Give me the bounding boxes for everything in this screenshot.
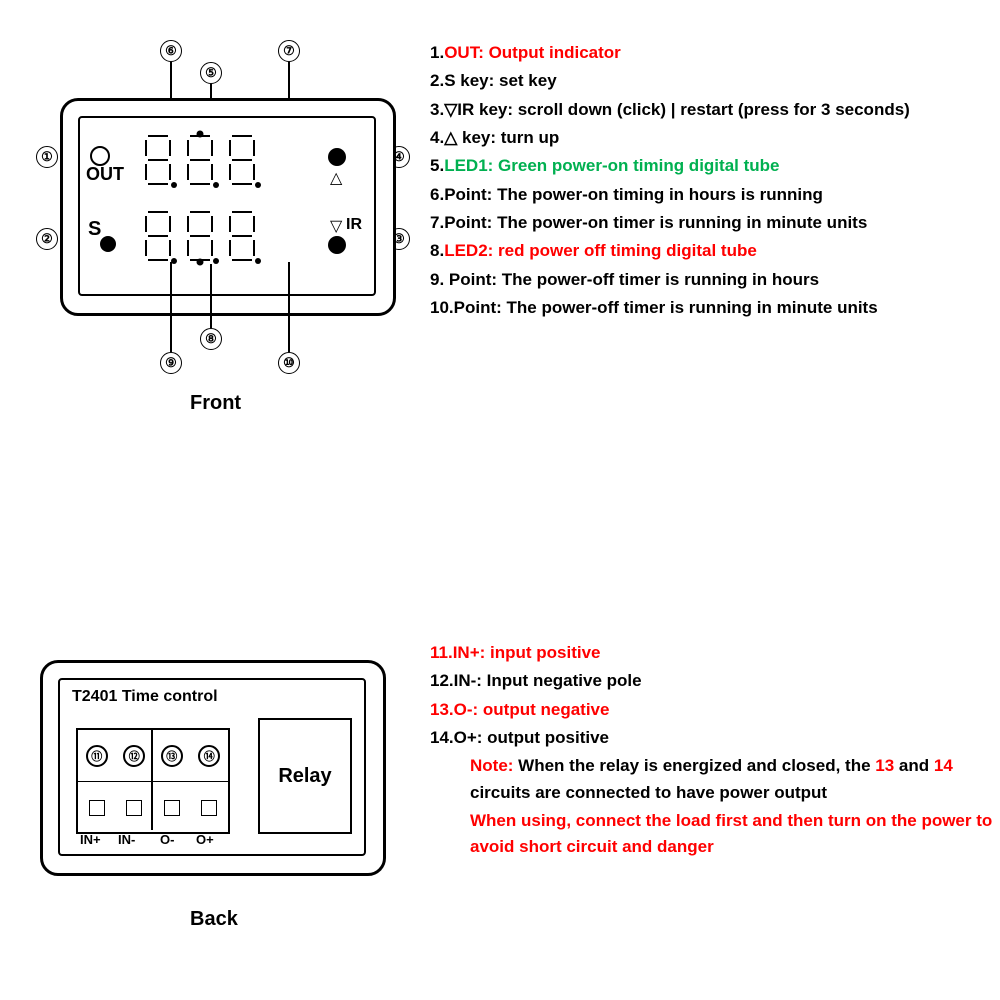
back-caption: Back <box>190 908 238 931</box>
callout-6: ⑥ <box>160 40 182 62</box>
terminal-11: ⑪ <box>86 745 108 767</box>
term-label-in-plus: IN+ <box>80 832 101 847</box>
back-diagram: T2401 Time control ⑪ ⑫ ⑬ ⑭ IN+ IN- O- O+… <box>0 640 420 960</box>
back-title: T2401 Time control <box>72 688 218 706</box>
back-legend: 11.IN+: input positive 12.IN-: Input neg… <box>420 640 1000 960</box>
term-label-o-minus: O- <box>160 832 174 847</box>
out-label: OUT <box>86 164 124 185</box>
callout-7: ⑦ <box>278 40 300 62</box>
term-label-in-minus: IN- <box>118 832 135 847</box>
out-indicator <box>90 146 110 166</box>
callout-8: ⑧ <box>200 328 222 350</box>
s-label: S <box>88 218 101 241</box>
terminal-block: ⑪ ⑫ ⑬ ⑭ <box>76 728 230 834</box>
ir-label: IR <box>346 216 362 234</box>
callout-2: ② <box>36 228 58 250</box>
down-icon: ▽ <box>330 216 342 236</box>
callout-5: ⑤ <box>200 62 222 84</box>
callout-10: ⑩ <box>278 352 300 374</box>
led1-display <box>138 130 262 188</box>
callout-9: ⑨ <box>160 352 182 374</box>
terminal-14: ⑭ <box>198 745 220 767</box>
terminal-12: ⑫ <box>123 745 145 767</box>
callout-1: ① <box>36 146 58 168</box>
term-label-o-plus: O+ <box>196 832 214 847</box>
front-caption: Front <box>190 392 241 415</box>
front-diagram: ⑥ ⑤ ⑦ ① ② ④ ③ OUT S △ ▽ IR <box>0 40 420 460</box>
led2-display <box>138 206 262 264</box>
up-button[interactable] <box>328 148 346 166</box>
up-icon: △ <box>330 168 342 188</box>
s-button[interactable] <box>100 236 116 252</box>
terminal-13: ⑬ <box>161 745 183 767</box>
ir-button[interactable] <box>328 236 346 254</box>
relay-box: Relay <box>258 718 352 834</box>
front-legend: 1.OUT: Output indicator 2.S key: set key… <box>420 40 1000 460</box>
